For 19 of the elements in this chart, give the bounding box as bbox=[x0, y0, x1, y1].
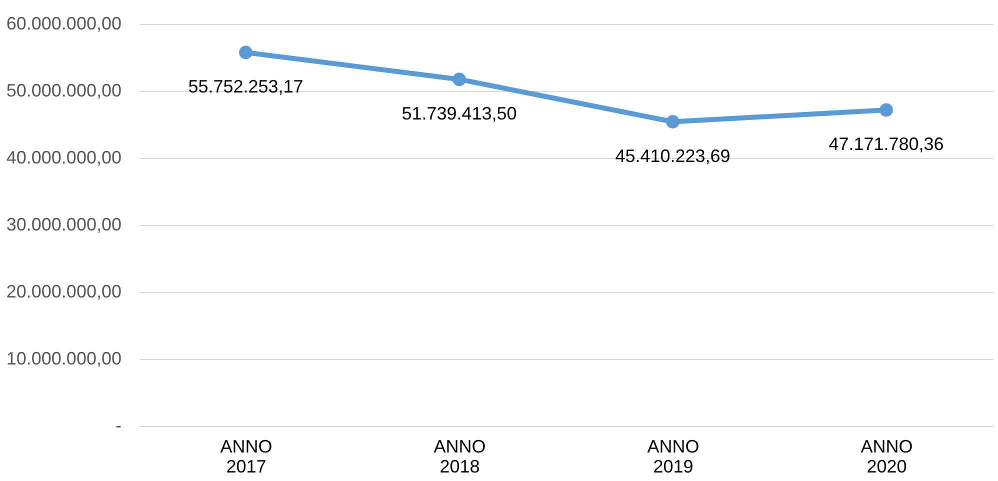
data-label: 45.410.223,69 bbox=[615, 146, 730, 166]
y-tick-label: 50.000.000,00 bbox=[6, 80, 122, 100]
data-label: 51.739.413,50 bbox=[402, 103, 517, 124]
y-tick-label: 60.000.000,00 bbox=[6, 14, 122, 34]
x-tick-label: ANNO 2020 bbox=[860, 436, 913, 476]
x-tick-label: ANNO 2017 bbox=[220, 436, 272, 476]
point bbox=[452, 72, 466, 86]
x-tick-label: ANNO 2018 bbox=[434, 436, 486, 476]
y-tick-label: 40.000.000,00 bbox=[6, 148, 122, 168]
y-tick-label: 10.000.000,00 bbox=[6, 348, 122, 368]
y-tick-label: 30.000.000,00 bbox=[6, 214, 122, 234]
point bbox=[239, 46, 252, 60]
point bbox=[880, 103, 893, 117]
data-label: 47.171.780,36 bbox=[828, 134, 944, 154]
y-tick-label: 20.000.000,00 bbox=[6, 282, 122, 302]
y-tick-label: - bbox=[116, 416, 122, 436]
point bbox=[666, 115, 680, 128]
x-tick-label: ANNO 2019 bbox=[647, 436, 700, 476]
data-label: 55.752.253,17 bbox=[188, 76, 304, 96]
